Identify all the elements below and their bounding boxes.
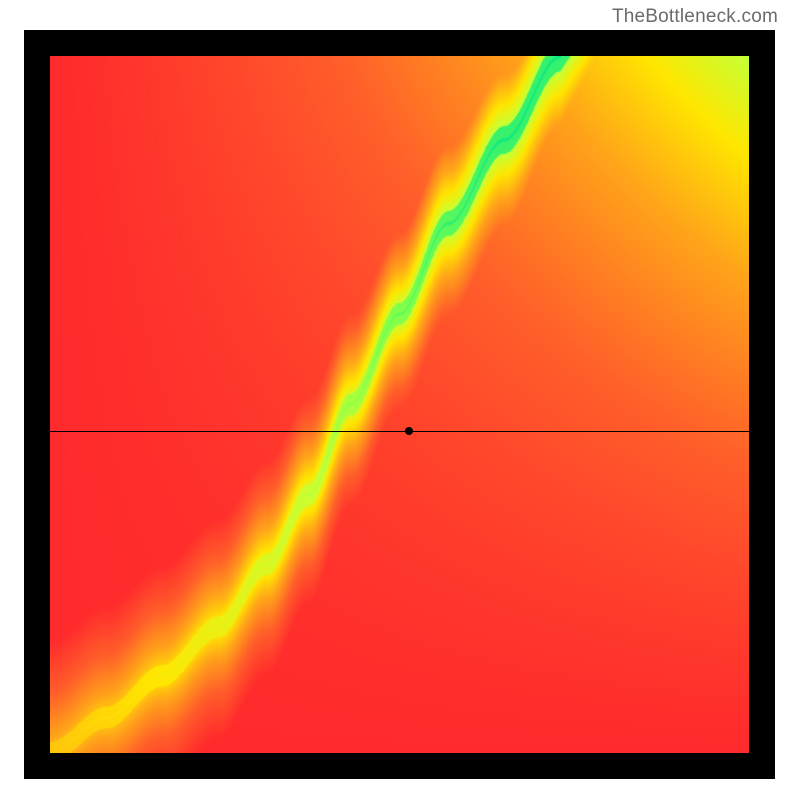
crosshair-horizontal	[50, 431, 749, 432]
heatmap-plot	[50, 56, 749, 753]
watermark-text: TheBottleneck.com	[612, 6, 778, 28]
chart-container: TheBottleneck.com	[0, 0, 800, 800]
heatmap-canvas	[50, 56, 749, 753]
crosshair-marker	[405, 427, 413, 435]
